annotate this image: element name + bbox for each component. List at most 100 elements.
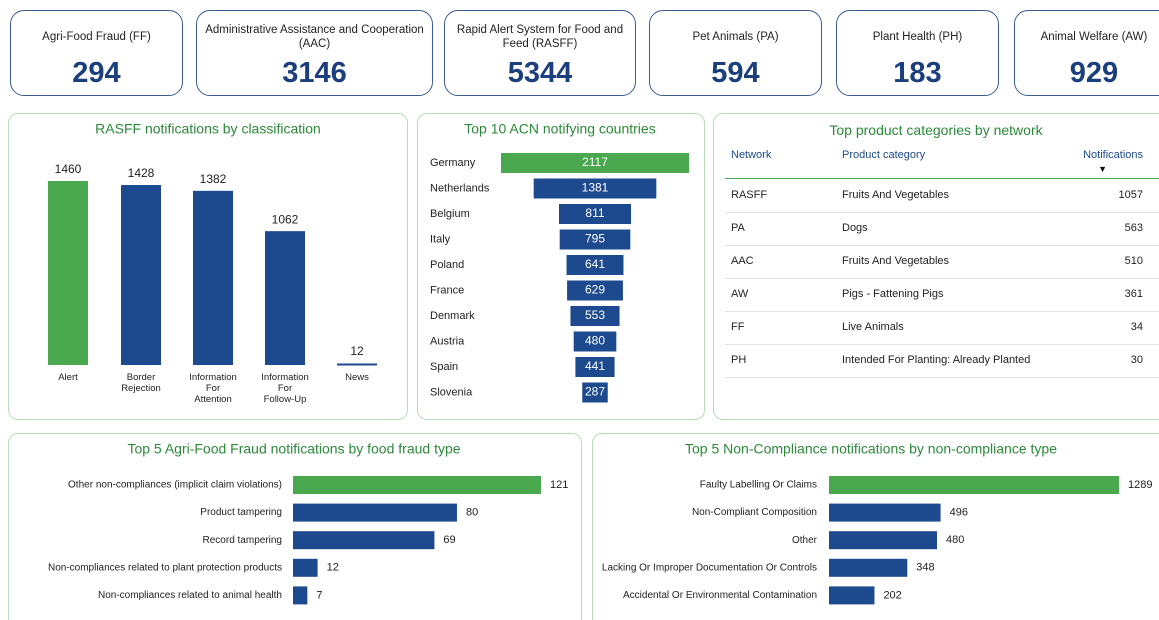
- category-label: Austria: [430, 335, 465, 347]
- category-label: News: [345, 372, 369, 383]
- label-line: For: [206, 383, 220, 394]
- category-label: Italy: [430, 233, 451, 245]
- header-line: [725, 178, 1159, 179]
- category-label: Netherlands: [430, 182, 490, 194]
- table-cell: Dogs: [842, 222, 868, 234]
- table-title: Top product categories by network: [829, 122, 1043, 138]
- value-label: 1428: [128, 166, 155, 180]
- column-header[interactable]: Network: [731, 149, 772, 161]
- table-cell: Intended For Planting: Already Planted: [842, 354, 1031, 366]
- kpi-card: Pet Animals (PA) 594: [649, 10, 822, 96]
- bar: [570, 306, 620, 326]
- category-label: Accidental Or Environmental Contaminatio…: [623, 590, 817, 601]
- value-label: 80: [466, 507, 478, 519]
- bar: [48, 181, 88, 365]
- sort-arrow[interactable]: ▼: [1098, 164, 1107, 174]
- value-label: 811: [585, 206, 604, 220]
- value-label: 1289: [1128, 479, 1152, 491]
- value-label: 12: [350, 344, 364, 358]
- value-label: 441: [585, 359, 605, 373]
- label-line: Follow-Up: [264, 394, 307, 405]
- category-label: Product tampering: [200, 507, 282, 518]
- value-label: 69: [443, 534, 455, 546]
- kpi-label: Plant Health (PH): [872, 31, 963, 43]
- table-cell: Live Animals: [842, 321, 904, 333]
- category-label: Record tampering: [203, 535, 282, 546]
- value-label: 202: [883, 589, 901, 601]
- column-header[interactable]: Notifications: [1083, 149, 1143, 161]
- category-label: Lacking Or Improper Documentation Or Con…: [602, 562, 817, 573]
- table: Top product categories by network Networ…: [713, 113, 1159, 420]
- bar: [559, 229, 631, 250]
- label-line: Alert: [58, 372, 78, 383]
- table-cell: 361: [1124, 288, 1143, 300]
- table-cell: AW: [731, 288, 749, 300]
- kpi-label: Administrative Assistance and Cooperatio…: [205, 24, 424, 50]
- value-label: 1381: [582, 181, 609, 195]
- table-cell: PA: [731, 222, 745, 234]
- table-row: PH Intended For Planting: Already Planted…: [725, 344, 1159, 378]
- value-label: 121: [550, 479, 568, 491]
- table-row: AW Pigs - Fattening Pigs 361: [725, 278, 1159, 312]
- value-label: 641: [585, 257, 605, 271]
- category-label: Non-compliances related to animal health: [98, 590, 282, 601]
- value-label: 348: [916, 562, 934, 574]
- category-label: Denmark: [430, 310, 475, 322]
- label-line: Border: [127, 372, 156, 383]
- category-label: Border Rejection: [121, 372, 161, 394]
- label-line: Information: [189, 372, 237, 383]
- table-cell: 30: [1130, 354, 1143, 366]
- chart-title: Top 5 Agri-Food Fraud notifications by f…: [127, 441, 460, 457]
- table-cell: Fruits And Vegetables: [842, 255, 950, 267]
- kpi-card: Animal Welfare (AW) 929: [1014, 10, 1159, 96]
- table-cell: Pigs - Fattening Pigs: [842, 288, 944, 300]
- label-line: For: [278, 383, 292, 394]
- bar: [501, 153, 689, 173]
- category-label: Other non-compliances (implicit claim vi…: [68, 480, 282, 491]
- table-cell: 1057: [1118, 189, 1143, 201]
- bar: [829, 586, 875, 605]
- bar: [829, 476, 1119, 494]
- kpi-value: 294: [72, 57, 121, 89]
- bar: [829, 503, 941, 522]
- bar: [567, 280, 623, 301]
- label-line: Information: [261, 372, 309, 383]
- value-label: 553: [585, 308, 605, 322]
- bar: [566, 255, 624, 275]
- bar: [293, 476, 541, 494]
- kpi-value: 3146: [282, 57, 347, 89]
- table-row: RASFF Fruits And Vegetables 1057: [725, 179, 1159, 213]
- category-label: Non-Compliant Composition: [692, 507, 817, 518]
- value-label: 1382: [200, 172, 227, 186]
- bar: [533, 178, 657, 199]
- table-cell: 563: [1124, 222, 1143, 234]
- bar: [293, 586, 308, 605]
- table-cell: PH: [731, 354, 747, 366]
- bar: [293, 503, 457, 522]
- category-label: Germany: [430, 157, 476, 169]
- bar: [293, 558, 318, 577]
- kpi-value: 594: [711, 57, 760, 89]
- value-label: 480: [946, 534, 964, 546]
- column-header[interactable]: Product category: [842, 149, 926, 161]
- chart-title: Top 5 Non-Compliance notifications by no…: [685, 441, 1057, 457]
- value-label: 480: [585, 334, 605, 348]
- panel: [713, 113, 1159, 420]
- kpi-label: Animal Welfare (AW): [1040, 31, 1148, 43]
- value-label: 1460: [55, 162, 82, 176]
- table-cell: RASFF: [731, 189, 768, 201]
- kpi-label: Rapid Alert System for Food and Feed (RA…: [456, 24, 624, 50]
- category-label: Alert: [58, 372, 78, 383]
- table-cell: Fruits And Vegetables: [842, 189, 950, 201]
- category-label: Information For Follow-Up: [261, 372, 309, 405]
- bar: [558, 204, 632, 224]
- bar: [265, 231, 305, 365]
- table-cell: FF: [731, 321, 745, 333]
- chart-title: Top 10 ACN notifying countries: [464, 121, 655, 137]
- value-label: 7: [316, 589, 322, 601]
- bar: [121, 185, 161, 365]
- value-label: 629: [585, 283, 605, 297]
- table-cell: 34: [1130, 321, 1143, 333]
